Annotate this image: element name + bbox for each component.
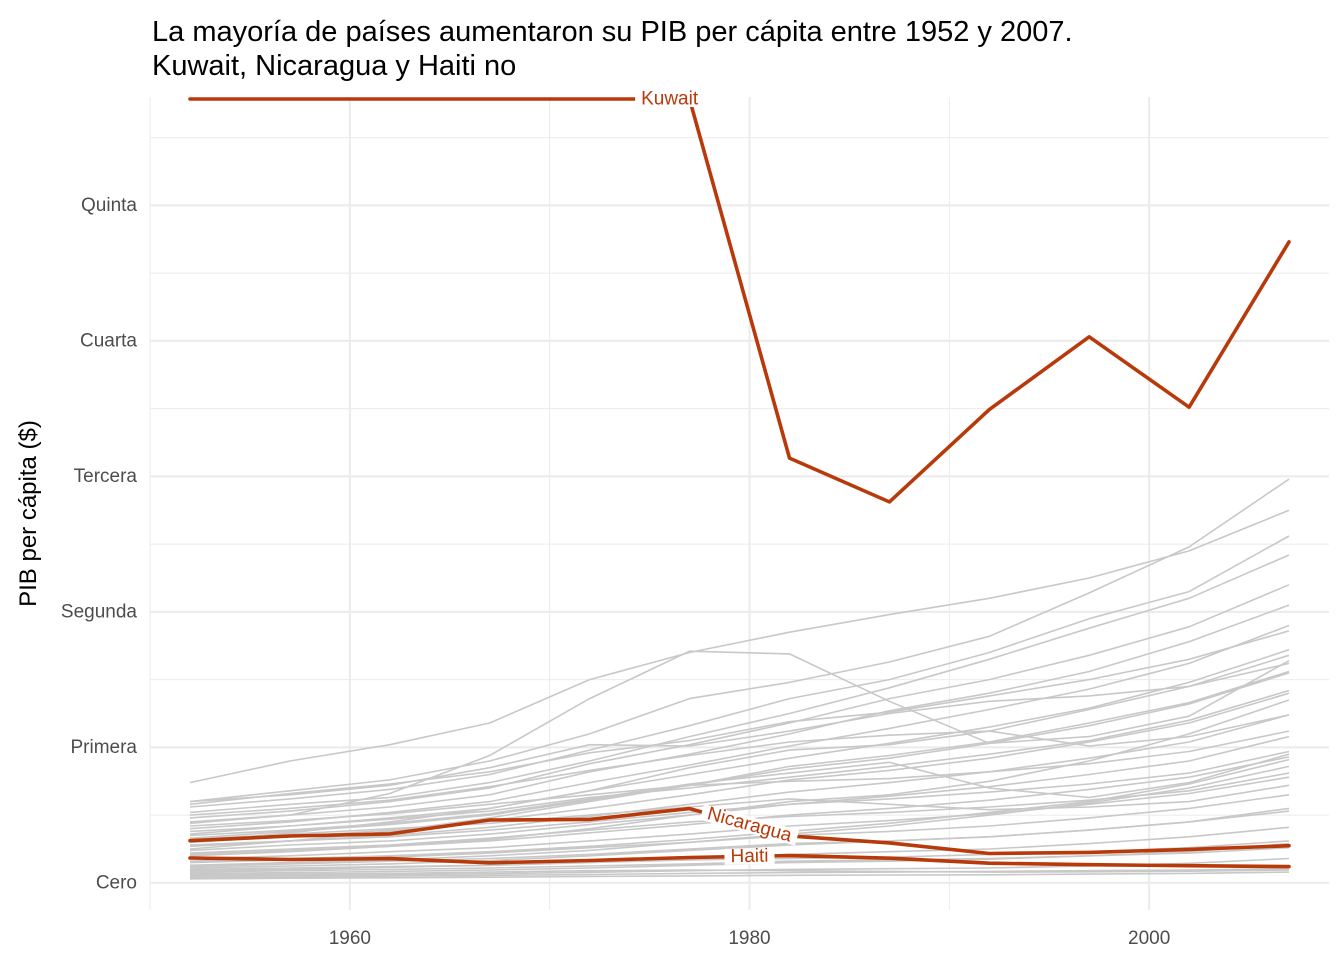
- background-series-line: [189, 604, 1290, 825]
- background-series-line: [189, 692, 1290, 844]
- series-label-halo-kuwait: [635, 91, 705, 107]
- axes: Cero Primera Segunda Tercera Cuarta Quinta 196…: [15, 195, 1170, 949]
- background-series: [189, 478, 1290, 880]
- background-series-line: [189, 672, 1290, 839]
- y-tick-label: Quinta: [81, 195, 137, 216]
- x-tick-label: 1960: [329, 928, 371, 949]
- background-series-line: [189, 554, 1290, 814]
- series-label-group-kuwait: Kuwait: [635, 89, 705, 110]
- background-series-line: [189, 735, 1290, 852]
- background-series-line: [189, 478, 1290, 803]
- series-line-kuwait: [188, 97, 1291, 504]
- background-series-line: [189, 584, 1290, 819]
- background-series-line: [189, 714, 1290, 816]
- y-tick-label: Cero: [96, 872, 137, 893]
- background-series-line: [189, 714, 1290, 848]
- background-series-line: [189, 662, 1290, 803]
- background-series-line: [189, 871, 1290, 880]
- background-series-line: [189, 869, 1290, 876]
- chart-title-line: Kuwait, Nicaragua y Haiti no: [152, 50, 516, 82]
- background-series-line: [189, 650, 1290, 823]
- background-series-line: [189, 753, 1290, 837]
- background-series-line: [189, 758, 1290, 862]
- x-tick-label: 1980: [728, 928, 770, 949]
- y-tick-label: Cuarta: [80, 330, 137, 351]
- series-label-halo-haiti: [724, 847, 775, 865]
- background-series-line: [189, 867, 1290, 879]
- series-label-kuwait: Kuwait: [641, 89, 699, 110]
- y-tick-label: Segunda: [61, 601, 138, 622]
- x-tick-label: 2000: [1128, 928, 1170, 949]
- background-series-line: [189, 807, 1290, 869]
- chart-title-line: La mayoría de países aumentaron su PIB p…: [152, 16, 1073, 48]
- chart-title: La mayoría de países aumentaron su PIB p…: [152, 16, 1073, 82]
- series-label-group-haiti: Haiti: [724, 846, 775, 868]
- background-series-line: [189, 649, 1290, 835]
- background-series-line: [189, 784, 1290, 841]
- series-label-halo-nicaragua: [699, 804, 800, 846]
- background-series-line: [189, 509, 1290, 784]
- background-series-line: [189, 630, 1290, 806]
- background-series-line: [189, 624, 1290, 830]
- background-series-line: [189, 750, 1290, 846]
- y-axis-title: PIB per cápita ($): [15, 420, 42, 607]
- background-series-line: [189, 730, 1290, 827]
- grid: [149, 97, 1329, 910]
- y-tick-label: Tercera: [74, 466, 138, 487]
- y-tick-label: Primera: [70, 737, 137, 758]
- series-label-haiti: Haiti: [730, 846, 768, 868]
- background-series-line: [189, 535, 1290, 808]
